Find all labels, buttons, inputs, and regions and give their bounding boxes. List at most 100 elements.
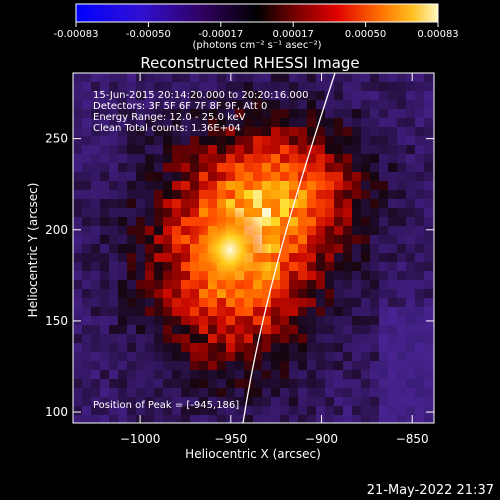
heatmap-cell — [118, 199, 127, 208]
heatmap-cell — [190, 190, 199, 199]
heatmap-cell — [181, 172, 190, 181]
heatmap-cell — [109, 388, 118, 397]
heatmap-cell — [325, 271, 334, 280]
heatmap-cell — [82, 136, 91, 145]
heatmap-cell — [73, 172, 82, 181]
heatmap-cell — [199, 208, 208, 217]
heatmap-cell — [73, 244, 82, 253]
heatmap-cell — [118, 316, 127, 325]
heatmap-cell — [262, 271, 271, 280]
heatmap-cell — [226, 82, 235, 91]
heatmap-cell — [217, 136, 226, 145]
heatmap-cell — [316, 325, 325, 334]
heatmap-cell — [163, 91, 172, 100]
heatmap-cell — [406, 190, 415, 199]
heatmap-cell — [91, 226, 100, 235]
heatmap-cell — [325, 298, 334, 307]
heatmap-cell — [82, 361, 91, 370]
heatmap-cell — [316, 370, 325, 379]
heatmap-cell — [262, 370, 271, 379]
heatmap-cell — [307, 127, 316, 136]
heatmap-cell — [190, 271, 199, 280]
heatmap-cell — [397, 352, 406, 361]
heatmap-cell — [208, 343, 217, 352]
heatmap-cell — [316, 118, 325, 127]
heatmap-cell — [388, 73, 397, 82]
heatmap-cell — [379, 298, 388, 307]
heatmap-cell — [253, 415, 262, 423]
heatmap-cell — [361, 82, 370, 91]
heatmap-cell — [334, 82, 343, 91]
heatmap-cell — [298, 316, 307, 325]
heatmap-cell — [235, 154, 244, 163]
heatmap-cell — [190, 82, 199, 91]
heatmap-cell — [181, 397, 190, 406]
heatmap-cell — [73, 397, 82, 406]
heatmap-cell — [100, 244, 109, 253]
heatmap-cell — [415, 181, 424, 190]
heatmap-cell — [280, 397, 289, 406]
heatmap-cell — [424, 208, 433, 217]
heatmap-cell — [181, 316, 190, 325]
heatmap-cell — [136, 334, 145, 343]
heatmap-cell — [334, 91, 343, 100]
heatmap-cell — [109, 298, 118, 307]
heatmap-cell — [289, 100, 298, 109]
heatmap-cell — [217, 334, 226, 343]
heatmap-cell — [208, 154, 217, 163]
heatmap-cell — [397, 181, 406, 190]
heatmap-cell — [298, 271, 307, 280]
heatmap-cell — [334, 217, 343, 226]
heatmap-cell — [199, 91, 208, 100]
heatmap-cell — [307, 91, 316, 100]
heatmap-cell — [217, 352, 226, 361]
heatmap-cell — [307, 208, 316, 217]
heatmap-cell — [424, 244, 433, 253]
heatmap-cell — [163, 154, 172, 163]
heatmap-cell — [109, 289, 118, 298]
heatmap-cell — [109, 109, 118, 118]
heatmap-cell — [253, 181, 262, 190]
heatmap-cell — [406, 136, 415, 145]
heatmap-cell — [100, 379, 109, 388]
heatmap-cell — [100, 181, 109, 190]
heatmap-cell — [217, 172, 226, 181]
heatmap-cell — [154, 361, 163, 370]
heatmap-cell — [352, 235, 361, 244]
heatmap-cell — [397, 406, 406, 415]
heatmap-cell — [352, 127, 361, 136]
heatmap-cell — [280, 226, 289, 235]
heatmap-cell — [280, 334, 289, 343]
heatmap-cell — [280, 271, 289, 280]
heatmap-cell — [415, 226, 424, 235]
heatmap-cell — [316, 271, 325, 280]
heatmap-cell — [244, 163, 253, 172]
heatmap-cell — [298, 127, 307, 136]
heatmap-cell — [226, 181, 235, 190]
heatmap-cell — [163, 181, 172, 190]
heatmap-cell — [343, 82, 352, 91]
heatmap-cell — [325, 406, 334, 415]
heatmap-cell — [307, 379, 316, 388]
heatmap-cell — [127, 226, 136, 235]
heatmap-cell — [388, 316, 397, 325]
heatmap-cell — [262, 298, 271, 307]
heatmap-cell — [262, 82, 271, 91]
heatmap-cell — [280, 181, 289, 190]
colorbar-tick-label: 0.00050 — [345, 29, 386, 40]
heatmap-cell — [73, 127, 82, 136]
heatmap-cell — [262, 226, 271, 235]
heatmap-cell — [82, 388, 91, 397]
heatmap-cell — [145, 307, 154, 316]
heatmap-cell — [388, 262, 397, 271]
heatmap-cell — [424, 235, 433, 244]
heatmap-cell — [325, 100, 334, 109]
heatmap-cell — [289, 262, 298, 271]
heatmap-cell — [388, 334, 397, 343]
heatmap-cell — [379, 244, 388, 253]
heatmap-cell — [424, 136, 433, 145]
heatmap-cell — [352, 271, 361, 280]
colorbar-units-label: (photons cm⁻² s⁻¹ asec⁻²) — [192, 40, 321, 51]
solar-limb — [242, 73, 336, 423]
